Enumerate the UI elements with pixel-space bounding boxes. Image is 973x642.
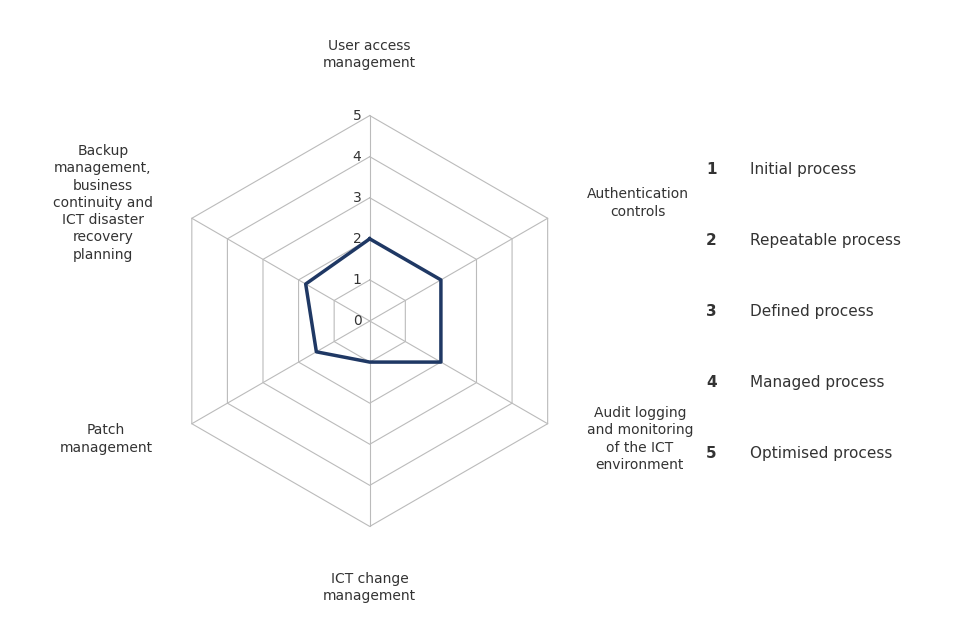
Text: 5: 5 bbox=[353, 108, 362, 123]
Text: 4: 4 bbox=[353, 150, 362, 164]
Text: Initial process: Initial process bbox=[749, 162, 856, 177]
Text: 2: 2 bbox=[353, 232, 362, 246]
Text: ICT change
management: ICT change management bbox=[323, 571, 416, 603]
Text: 2: 2 bbox=[706, 232, 717, 248]
Text: 4: 4 bbox=[706, 375, 717, 390]
Text: 1: 1 bbox=[352, 273, 362, 287]
Text: User access
management: User access management bbox=[323, 39, 416, 71]
Text: 1: 1 bbox=[706, 162, 716, 177]
Text: Defined process: Defined process bbox=[749, 304, 874, 318]
Text: 3: 3 bbox=[353, 191, 362, 205]
Text: 3: 3 bbox=[706, 304, 717, 318]
Text: 5: 5 bbox=[706, 446, 717, 460]
Text: Managed process: Managed process bbox=[749, 375, 884, 390]
Text: Authentication
controls: Authentication controls bbox=[587, 187, 689, 218]
Text: 0: 0 bbox=[353, 314, 362, 328]
Text: Audit logging
and monitoring
of the ICT
environment: Audit logging and monitoring of the ICT … bbox=[587, 406, 693, 472]
Text: Patch
management: Patch management bbox=[59, 424, 153, 455]
Text: Optimised process: Optimised process bbox=[749, 446, 892, 460]
Text: Backup
management,
business
continuity and
ICT disaster
recovery
planning: Backup management, business continuity a… bbox=[53, 144, 153, 262]
Text: Repeatable process: Repeatable process bbox=[749, 232, 901, 248]
